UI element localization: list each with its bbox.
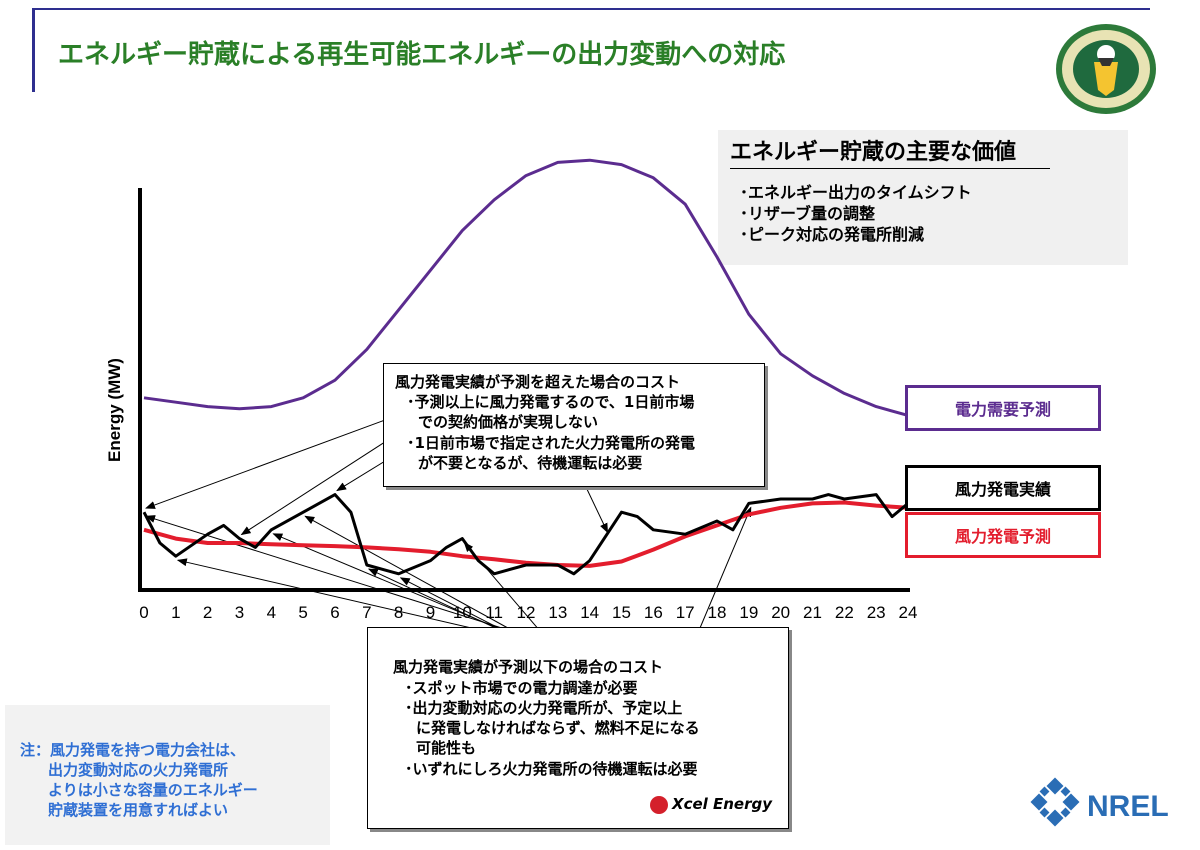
x-tick-label: 8 <box>394 603 403 622</box>
series-line-0 <box>143 158 909 417</box>
values-divider <box>730 168 1050 169</box>
note-line: 注：風力発電を持つ電力会社は、 <box>20 741 246 759</box>
note-line: 出力変動対応の火力発電所 <box>48 761 229 779</box>
x-tick-label: 2 <box>203 603 212 622</box>
callout-line: 可能性も <box>416 739 477 757</box>
callout-line: 風力発電実績が予測以下の場合のコスト <box>393 658 664 676</box>
values-item: ･ピーク対応の発電所削減 <box>740 225 925 244</box>
x-tick-label: 24 <box>899 603 918 622</box>
callout-line: ･いずれにしろ火力発電所の待機運転は必要 <box>405 760 698 778</box>
callout-line: が不要となるが、待機運転は必要 <box>418 454 643 472</box>
xcel-mark-icon <box>650 795 668 814</box>
under-arrow <box>145 515 541 641</box>
x-tick-label: 1 <box>171 603 180 622</box>
over-arrow <box>584 484 609 534</box>
values-item: ･リザーブ量の調整 <box>740 204 876 223</box>
over-arrow <box>336 457 391 492</box>
legend-label: 風力発電実績 <box>954 480 1051 499</box>
x-tick-label: 5 <box>298 603 307 622</box>
x-tick-label: 12 <box>517 603 536 622</box>
x-tick-label: 3 <box>235 603 244 622</box>
x-tick-label: 19 <box>739 603 758 622</box>
x-tick-label: 7 <box>362 603 371 622</box>
x-tick-label: 4 <box>267 603 276 622</box>
x-tick-label: 20 <box>771 603 790 622</box>
callout-line: ･スポット市場での電力調達が必要 <box>405 679 638 697</box>
over-forecast-callout <box>383 363 765 487</box>
x-tick-label: 17 <box>676 603 695 622</box>
x-tick-label: 14 <box>580 603 599 622</box>
nrel-logo: NREL <box>1030 777 1169 827</box>
x-tick-label: 6 <box>330 603 339 622</box>
values-item: ･エネルギー出力のタイムシフト <box>740 183 972 202</box>
xcel-energy-logo: Xcel Energy <box>650 795 772 814</box>
legend-label: 電力需要予測 <box>954 400 1051 419</box>
xcel-logo-text: Xcel Energy <box>672 795 773 813</box>
legend-wind-actual: 風力発電実績 <box>905 465 1101 511</box>
callout-line: での契約価格が実現しない <box>418 413 599 431</box>
over-arrow <box>240 439 389 536</box>
x-tick-labels: 0123456789101112131415161718192021222324 <box>139 603 917 622</box>
y-axis-label: Energy (MW) <box>105 358 124 462</box>
under-forecast-callout <box>367 627 789 829</box>
x-tick-label: 16 <box>644 603 663 622</box>
values-panel <box>718 130 1128 265</box>
legend-demand-forecast: 電力需要予測 <box>905 385 1101 431</box>
callout-line: ･1日前市場で指定された火力発電所の発電 <box>407 434 695 452</box>
doe-seal-logo <box>1056 24 1156 114</box>
x-tick-label: 13 <box>548 603 567 622</box>
callout-line: に発電しなければならず、燃料不足になる <box>416 719 700 737</box>
under-arrow <box>699 506 752 629</box>
nrel-logo-text: NREL <box>1087 790 1169 823</box>
x-tick-label: 21 <box>803 603 822 622</box>
values-heading: エネルギー貯蔵の主要な価値 <box>730 140 1017 165</box>
over-arrow <box>145 419 386 509</box>
callout-line: ･出力変動対応の火力発電所が、予定以上 <box>405 699 683 717</box>
legend-label: 風力発電予測 <box>954 527 1051 546</box>
series-line-1 <box>142 493 909 576</box>
callout-line: 風力発電実績が予測を超えた場合のコスト <box>395 373 681 391</box>
x-tick-label: 22 <box>835 603 854 622</box>
series-layer <box>142 158 909 576</box>
series-line-2 <box>143 500 909 568</box>
legend-wind-forecast: 風力発電予測 <box>905 512 1101 558</box>
note-line: よりは小さな容量のエネルギー <box>48 781 258 799</box>
page-title: エネルギー貯蔵による再生可能エネルギーの出力変動への対応 <box>58 40 786 70</box>
title-bar <box>32 8 1150 92</box>
x-tick-label: 11 <box>485 603 503 622</box>
callout-line: ･予測以上に風力発電するので、1日前市場 <box>407 393 695 411</box>
note-panel <box>5 705 330 845</box>
x-tick-label: 23 <box>867 603 886 622</box>
x-tick-label: 0 <box>139 603 148 622</box>
x-tick-label: 15 <box>612 603 631 622</box>
x-tick-label: 9 <box>426 603 435 622</box>
note-line: 貯蔵装置を用意すればよい <box>48 801 229 819</box>
x-tick-label: 18 <box>708 603 727 622</box>
